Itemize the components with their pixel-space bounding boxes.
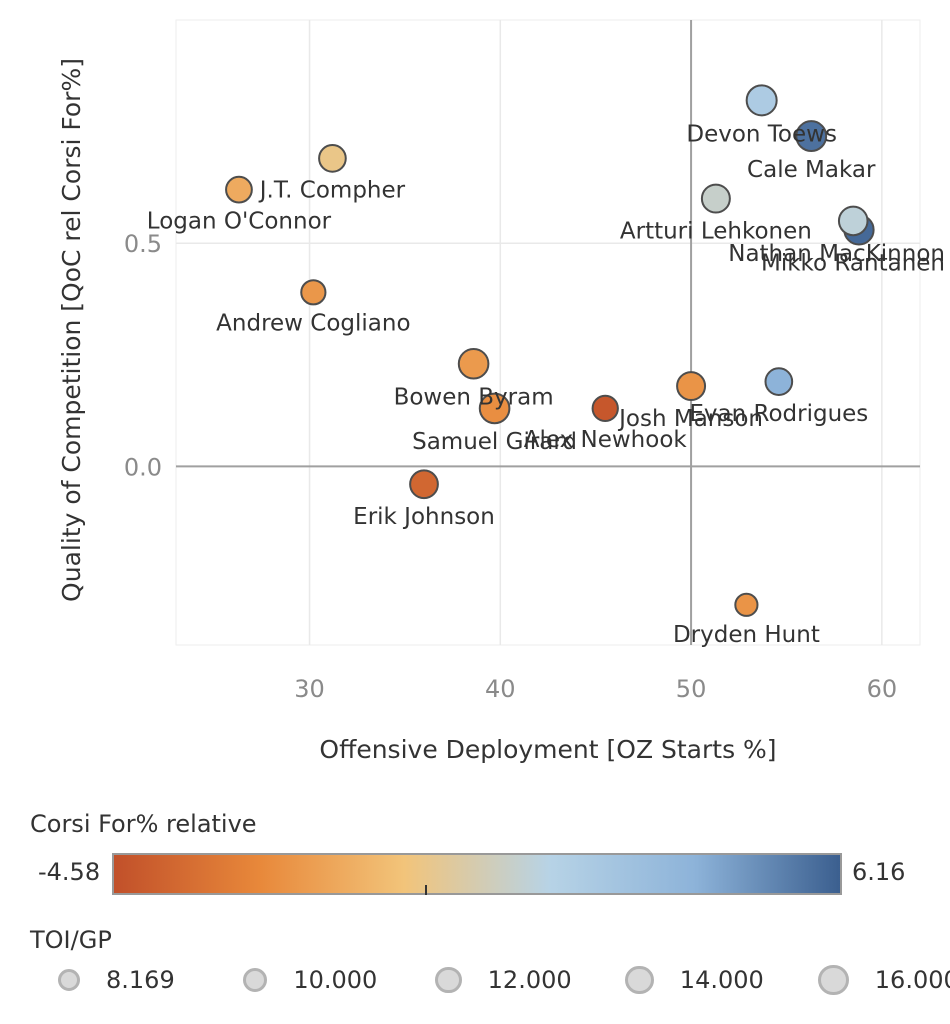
- point-labels: Devon Toews Cale Makar Artturi Lehkonen Mik…: [147, 121, 945, 648]
- bubble-point: [409, 469, 439, 500]
- size-legend-circle: [818, 964, 849, 996]
- y-tick-label: 0.5: [124, 230, 162, 258]
- point-label: Mikko Rantanen: [761, 250, 945, 276]
- point-label: Erik Johnson: [353, 504, 495, 530]
- size-legend-label: 10.000: [293, 966, 378, 994]
- x-tick-label: 30: [294, 675, 325, 703]
- bubble-point: [225, 175, 253, 204]
- point-label: Andrew Cogliano: [216, 310, 410, 336]
- color-legend-min: -4.58: [38, 858, 101, 886]
- size-legend-label: 8.169: [106, 966, 175, 994]
- point-label: Cale Makar: [747, 157, 876, 183]
- point-label: J.T. Compher: [258, 178, 406, 204]
- size-legend-circle: [625, 965, 654, 995]
- point-label: Alex Newhook: [524, 427, 688, 453]
- bubble-point: [764, 367, 794, 396]
- size-legend-item: 14.000: [625, 950, 764, 1010]
- bubble-point: [318, 144, 347, 173]
- size-legend-item: 8.169: [58, 950, 175, 1010]
- size-legend-label: 12.000: [487, 966, 572, 994]
- bubble-point: [837, 205, 869, 237]
- color-legend-max: 6.16: [852, 858, 906, 886]
- x-axis-title: Offensive Deployment [OZ Starts %]: [319, 735, 776, 764]
- color-legend-title: Corsi For% relative: [30, 810, 257, 838]
- size-legend-label: 14.000: [679, 966, 764, 994]
- size-legend: 8.169 10.000 12.000 14.000 16.000: [0, 950, 950, 1010]
- size-legend-item: 10.000: [243, 950, 377, 1010]
- bubble-point: [478, 392, 511, 425]
- point-label: Logan O'Connor: [147, 209, 332, 235]
- bubble-point: [734, 592, 759, 617]
- scatter-plot: 30 40 50 60 0.0 0.5 Devon Toews Cale Makar Art…: [57, 19, 945, 764]
- size-legend-title: TOI/GP: [30, 926, 112, 954]
- point-label: Josh Manson: [617, 406, 763, 432]
- point-label: Devon Toews: [686, 121, 837, 147]
- x-tick-labels: 30 40 50 60: [294, 675, 897, 703]
- point-label: Samuel Girard: [412, 429, 577, 455]
- size-legend-circle: [435, 966, 462, 994]
- size-legend-item: 12.000: [435, 950, 572, 1010]
- y-axis-title: Quality of Competition [QoC rel Corsi Fo…: [57, 58, 86, 602]
- x-tick-label: 50: [676, 675, 707, 703]
- grid-lines: [175, 19, 921, 646]
- bubble-point: [795, 120, 828, 152]
- size-legend-label: 16.000: [874, 966, 950, 994]
- point-label: Nathan MacKinnon: [728, 241, 945, 267]
- point-label: Bowen Byram: [394, 385, 554, 411]
- bubble-point: [745, 84, 778, 117]
- bubble-point: [300, 279, 327, 306]
- color-legend-midpoint-tick: [425, 885, 427, 895]
- size-legend-circle: [243, 967, 268, 993]
- point-label: Artturi Lehkonen: [620, 219, 812, 245]
- bubble-point: [700, 183, 731, 214]
- color-legend-bar: [112, 853, 842, 895]
- bubbles: [225, 84, 875, 617]
- size-legend-item: 16.000: [818, 950, 950, 1010]
- bubble-point: [457, 347, 490, 380]
- point-label: Dryden Hunt: [673, 622, 820, 648]
- x-tick-label: 40: [485, 675, 516, 703]
- bubble-point: [591, 394, 619, 423]
- x-tick-label: 60: [867, 675, 898, 703]
- y-tick-labels: 0.0 0.5: [124, 230, 162, 481]
- bubble-point: [676, 371, 707, 402]
- size-legend-circle: [58, 969, 80, 991]
- point-label: Evan Rodrigues: [689, 401, 868, 427]
- plot-area: [175, 19, 921, 646]
- y-tick-label: 0.0: [124, 453, 162, 481]
